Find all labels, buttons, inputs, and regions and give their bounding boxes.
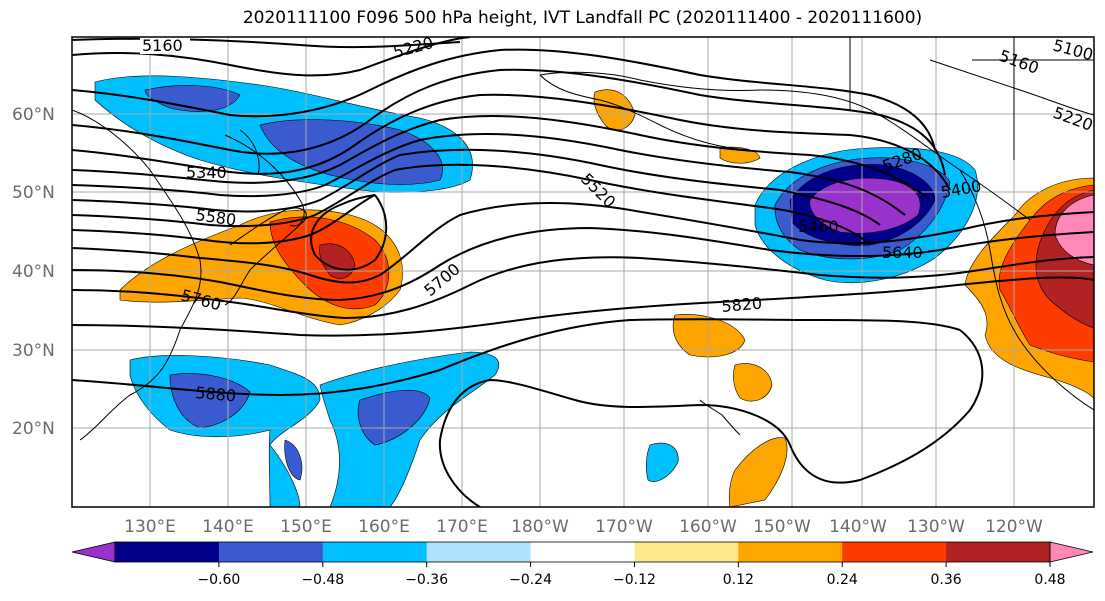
colorbar-tick-label: −0.12 [613,572,656,588]
colorbar-tick-label: −0.48 [301,572,344,588]
shade-cp-2 [733,363,773,402]
colorbar-tick-label: 0.24 [827,572,858,588]
contour-label: 5640 [882,243,923,262]
contour-label: 5880 [195,383,237,405]
colorbar-extend-right [1049,541,1094,563]
lon-label: 130°W [907,517,965,537]
lat-label: 30°N [12,341,55,361]
contour-label: 5340 [186,163,227,182]
shade-cp-3 [728,437,788,507]
longitude-labels: 130°E 140°E 150°E 160°E 170°E 180°W 170°… [124,517,1043,537]
latitude-labels: 60°N 50°N 40°N 30°N 20°N [12,105,55,439]
colorbar-tick-label: 0.36 [931,572,962,588]
lon-label: 130°E [124,517,176,537]
colorbar-segment [115,542,220,562]
lon-label: 150°E [280,517,332,537]
colorbar-segment [738,542,843,562]
colorbar-tick-label: −0.36 [405,572,448,588]
colorbar-tick-label: 0.48 [1034,572,1065,588]
lon-label: 140°E [202,517,254,537]
colorbar-tick-label: 0.12 [723,572,754,588]
colorbar-segment [218,542,324,562]
lat-label: 60°N [12,105,55,125]
lon-label: 120°W [985,517,1043,537]
lon-label: 170°E [436,517,488,537]
lon-label: 160°W [679,517,737,537]
shade-cp-blue [645,442,679,482]
lat-label: 40°N [12,262,55,282]
lon-label: 180°W [511,517,569,537]
contour-label: 5460 [798,217,839,236]
colorbar-segment [842,542,947,562]
colorbar-segment [634,542,739,562]
lon-label: 150°W [753,517,811,537]
lon-label: 160°E [358,517,410,537]
colorbar: −0.60 −0.48 −0.36 −0.24 −0.12 0.12 0.24 0.36 0.4… [71,541,1094,588]
colorbar-tick-label: −0.24 [509,572,552,588]
lon-label: 140°W [829,517,887,537]
colorbar-tick-label: −0.60 [197,572,240,588]
colorbar-extend-left [71,541,116,563]
shade-sub-mid [169,373,431,481]
coastlines [72,37,1094,441]
gridlines [72,37,1094,507]
shade-cp-1 [672,314,746,358]
contour-label: 5820 [721,294,763,316]
map-title: 2020111100 F096 500 hPa height, IVT Land… [242,8,923,28]
lat-label: 20°N [12,419,55,439]
colorbar-segment [530,542,635,562]
map-border [71,36,1095,508]
colorbar-segment [946,542,1051,562]
lat-label: 50°N [12,183,55,203]
colorbar-segment [426,542,532,562]
colorbar-segment [322,542,428,562]
shade-alaska-orange [593,89,761,164]
lon-label: 170°W [595,517,653,537]
contour-label: 5160 [142,36,183,55]
